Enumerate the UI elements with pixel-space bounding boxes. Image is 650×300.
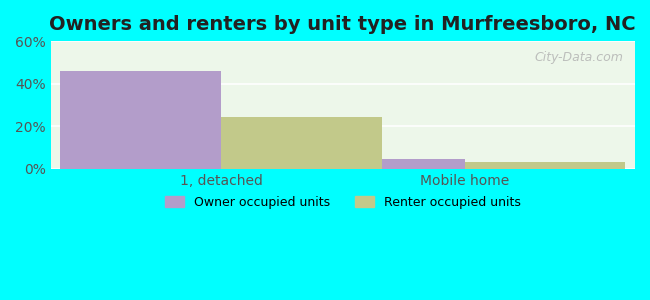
Bar [304, 159, 465, 169]
Bar [465, 163, 625, 169]
Title: Owners and renters by unit type in Murfreesboro, NC: Owners and renters by unit type in Murfr… [49, 15, 636, 34]
Text: City-Data.com: City-Data.com [534, 51, 623, 64]
Bar [60, 71, 221, 169]
Bar [221, 117, 382, 169]
Legend: Owner occupied units, Renter occupied units: Owner occupied units, Renter occupied un… [160, 191, 526, 214]
